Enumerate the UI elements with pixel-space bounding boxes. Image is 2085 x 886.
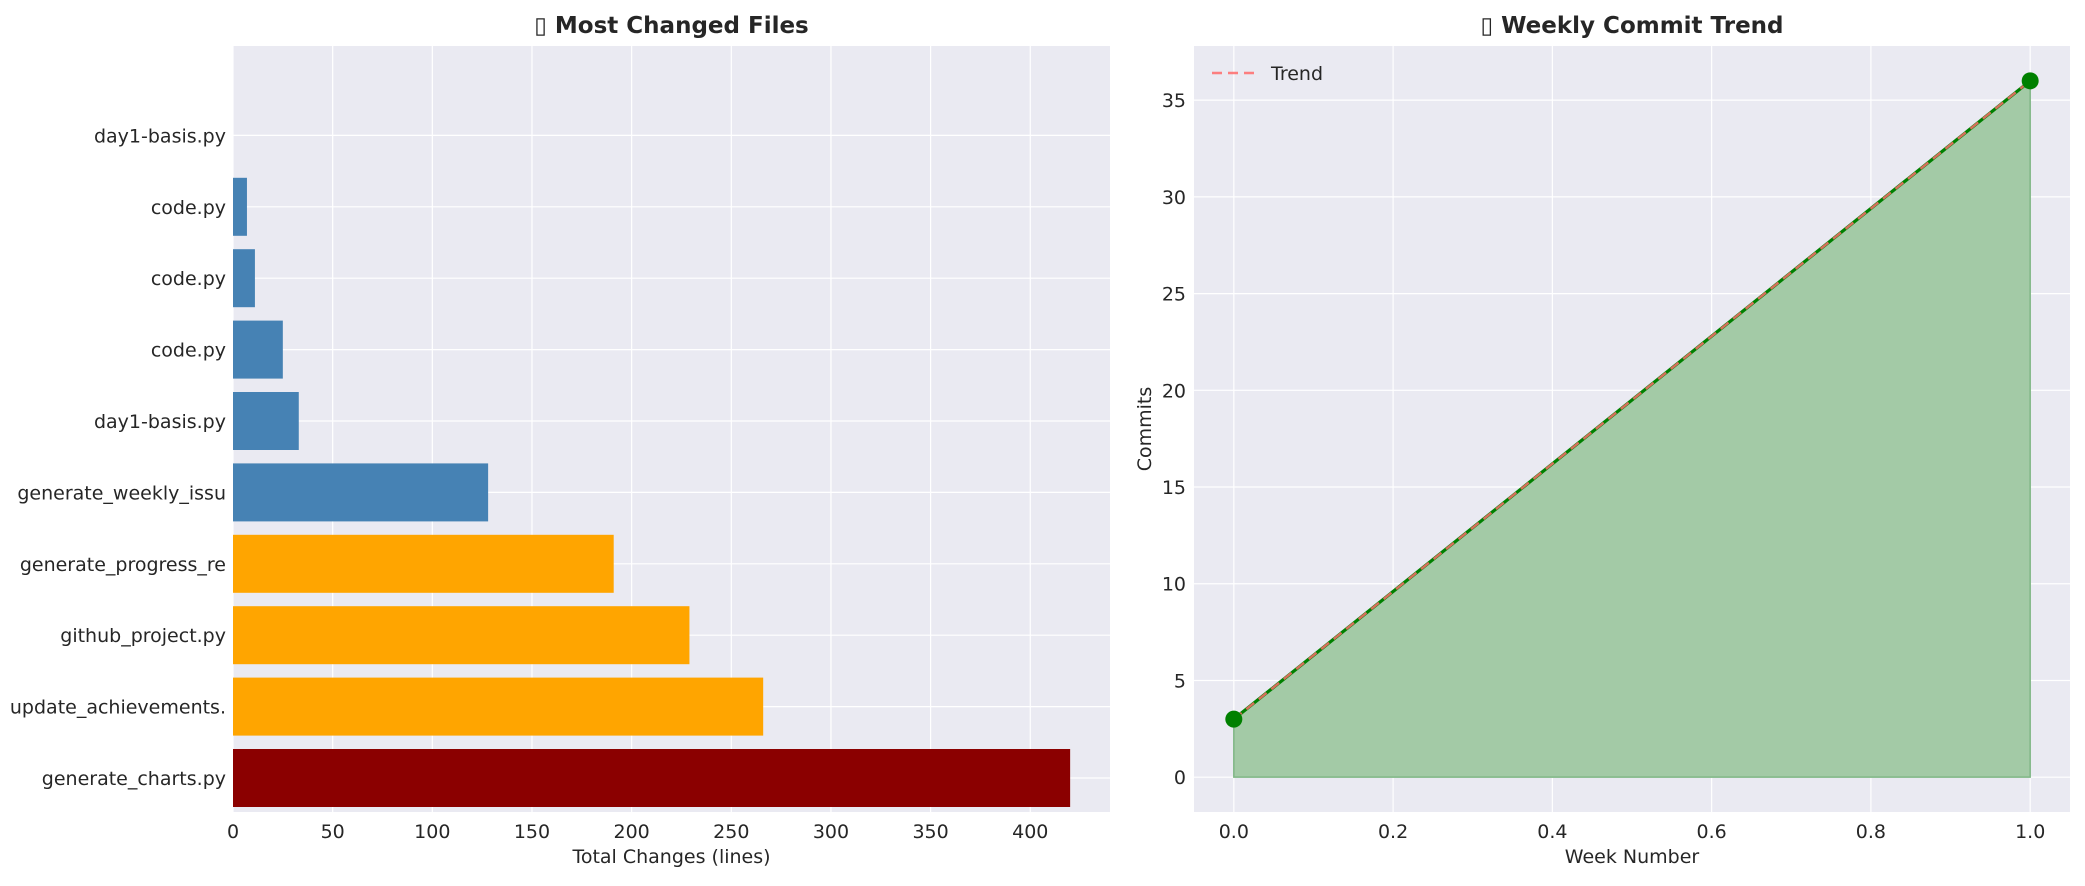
bar [233, 463, 489, 522]
bar [233, 320, 283, 379]
x-tick-label: 150 [514, 821, 550, 843]
legend: Trend [1212, 63, 1323, 85]
x-tick-label: 300 [813, 821, 849, 843]
y-tick-labels: 0 5 10 15 20 25 30 35 [1162, 90, 1186, 789]
y-tick-label: 10 [1162, 574, 1186, 596]
x-tick-labels: 0 50 100 150 200 250 300 350 400 [227, 821, 1048, 843]
y-tick-label: 0 [1174, 767, 1186, 789]
chart-most-changed-files: generate_charts.py update_achievements. gi… [10, 13, 1110, 868]
y-axis-label: Commits [1134, 387, 1156, 472]
bar [233, 749, 1071, 807]
y-tick-label: day1-basis.py [94, 125, 226, 147]
x-tick-label: 0.6 [1697, 821, 1727, 843]
x-tick-label: 100 [414, 821, 450, 843]
x-tick-label: 0.8 [1856, 821, 1886, 843]
bars [233, 177, 1071, 807]
x-axis-label: Week Number [1565, 846, 1700, 868]
x-tick-label: 0.2 [1378, 821, 1408, 843]
chart-title: ▯ Weekly Commit Trend [1480, 13, 1783, 39]
bar [233, 392, 299, 450]
x-tick-label: 0 [227, 821, 239, 843]
y-tick-label: code.py [151, 268, 226, 290]
x-tick-label: 50 [321, 821, 345, 843]
x-tick-label: 400 [1012, 821, 1048, 843]
series-line-trend [1233, 79, 2031, 721]
data-point [2021, 72, 2039, 90]
x-axis-label: Total Changes (lines) [571, 846, 770, 868]
y-tick-label: update_achievements. [10, 697, 226, 719]
x-tick-label: 200 [614, 821, 650, 843]
y-tick-label: 5 [1174, 670, 1186, 692]
y-tick-label: 30 [1162, 187, 1186, 209]
y-tick-label: day1-basis.py [94, 411, 226, 433]
y-tick-labels: generate_charts.py update_achievements. gi… [10, 125, 226, 790]
y-tick-label: code.py [151, 197, 226, 219]
bar [233, 177, 247, 236]
x-tick-label: 0.4 [1537, 821, 1567, 843]
y-tick-label: github_project.py [60, 625, 226, 647]
bar [233, 606, 690, 665]
y-tick-label: 20 [1162, 380, 1186, 402]
x-tick-label: 250 [713, 821, 749, 843]
x-tick-labels: 0.0 0.2 0.4 0.6 0.8 1.0 [1219, 821, 2046, 843]
bar [233, 534, 614, 593]
x-tick-label: 0.0 [1219, 821, 1249, 843]
y-tick-label: generate_progress_re [20, 554, 226, 576]
y-tick-label: code.py [151, 340, 226, 362]
series-marks [1225, 72, 2039, 778]
chart-title: ▯ Most Changed Files [534, 13, 809, 39]
bar [233, 249, 255, 308]
data-point [1225, 710, 1243, 728]
y-tick-label: 25 [1162, 284, 1186, 306]
bar [233, 677, 764, 736]
y-tick-label: 35 [1162, 90, 1186, 112]
y-tick-label: generate_weekly_issu [17, 482, 226, 504]
y-tick-label: generate_charts.py [42, 768, 226, 790]
y-tick-label: 15 [1162, 477, 1186, 499]
x-tick-label: 1.0 [2015, 821, 2045, 843]
x-tick-label: 350 [912, 821, 948, 843]
legend-label-trend: Trend [1270, 63, 1323, 85]
